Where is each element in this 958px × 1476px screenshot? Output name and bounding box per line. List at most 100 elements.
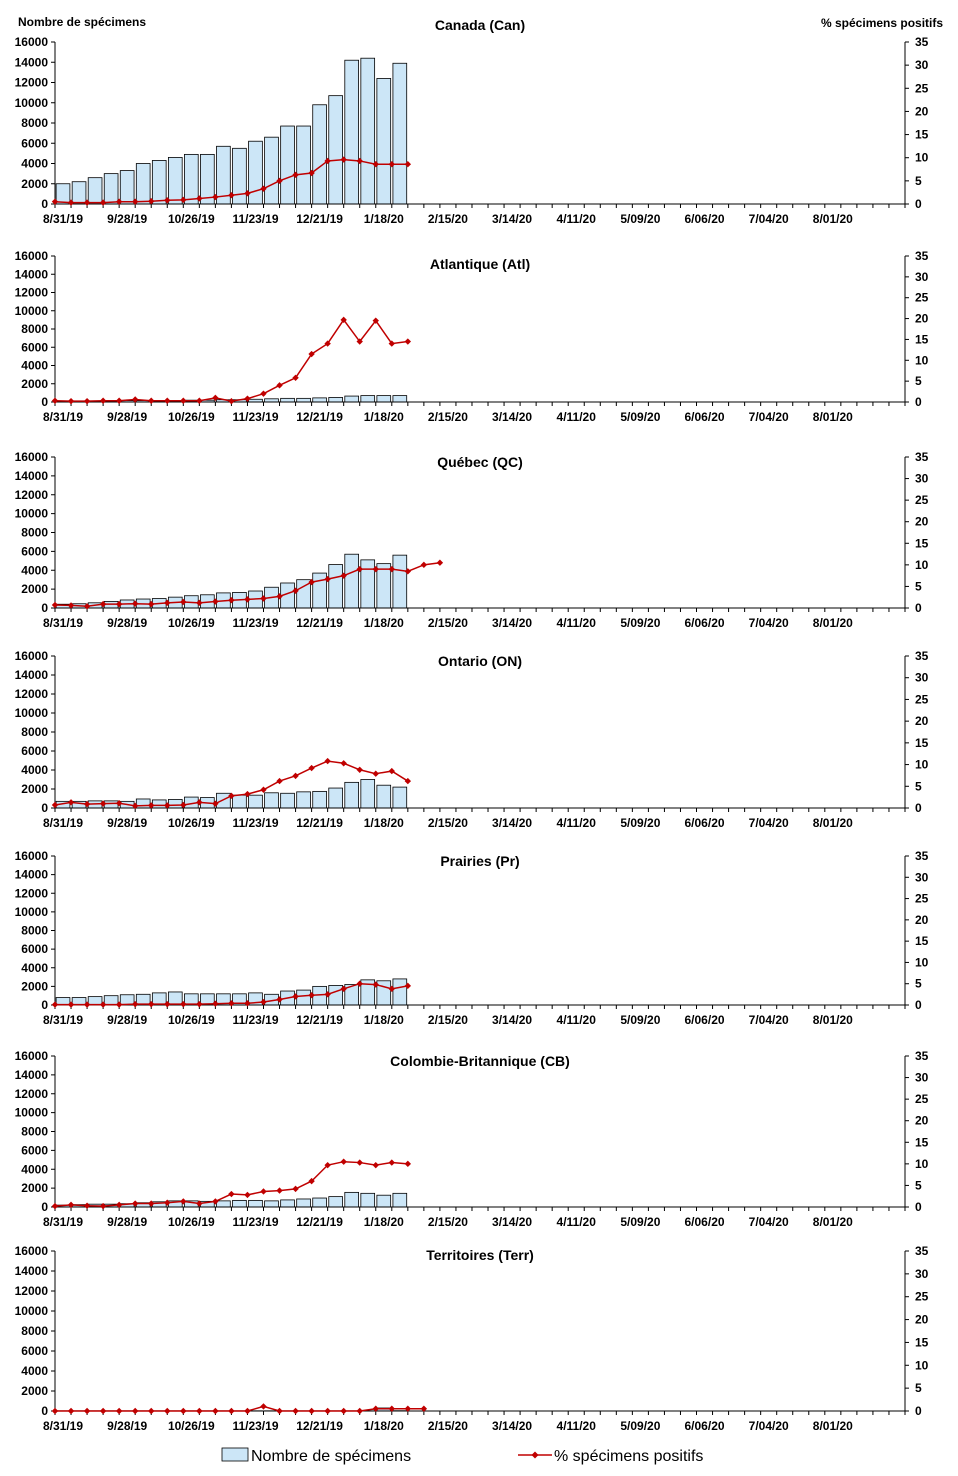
right-tick-label: 35 [915, 35, 929, 49]
percent-marker [292, 171, 299, 179]
left-tick-label: 12000 [15, 286, 49, 300]
percent-marker [292, 1407, 299, 1415]
left-tick-label: 8000 [21, 1125, 48, 1139]
x-tick-label: 5/09/20 [620, 816, 660, 830]
x-tick-label: 4/11/20 [557, 816, 597, 830]
right-tick-label: 25 [915, 1290, 929, 1304]
bar [184, 993, 199, 1006]
right-tick-label: 20 [915, 1114, 929, 1128]
right-tick-label: 10 [915, 353, 929, 367]
bar [280, 1199, 295, 1208]
percent-marker [340, 760, 347, 767]
percent-marker [260, 185, 267, 192]
bar [344, 1191, 359, 1208]
percent-marker [340, 985, 347, 993]
left-tick-label: 14000 [15, 469, 49, 483]
percent-marker [83, 1001, 91, 1008]
x-tick-label: 1/18/20 [364, 410, 404, 424]
x-tick-label: 11/23/19 [232, 816, 278, 830]
x-tick-label: 8/31/19 [43, 1013, 83, 1027]
x-tick-label: 8/31/19 [43, 1419, 83, 1433]
bar [87, 177, 103, 205]
left-tick-label: 16000 [15, 35, 49, 49]
bar [216, 1200, 231, 1208]
x-tick-label: 4/11/20 [557, 1419, 597, 1433]
percent-marker [356, 157, 363, 165]
right-tick-label: 20 [915, 913, 929, 927]
percent-marker [388, 565, 395, 573]
x-tick-label: 3/14/20 [492, 1419, 532, 1433]
bar [248, 794, 263, 809]
x-tick-label: 8/01/20 [813, 1215, 853, 1229]
percent-marker [212, 1000, 219, 1007]
x-tick-label: 5/09/20 [620, 410, 660, 424]
right-tick-label: 15 [915, 536, 929, 550]
right-tick-label: 10 [915, 151, 929, 165]
x-tick-label: 2/15/20 [428, 410, 468, 424]
left-tick-label: 0 [41, 1404, 48, 1418]
x-tick-label: 4/11/20 [557, 212, 597, 226]
percent-marker [388, 767, 395, 775]
bar [328, 95, 343, 205]
percent-marker [115, 1001, 123, 1008]
right-axis-title: % spécimens positifs [821, 16, 944, 30]
percent-marker [324, 1407, 331, 1415]
bar [392, 62, 408, 205]
x-tick-label: 8/31/19 [43, 1215, 83, 1229]
left-tick-label: 8000 [21, 322, 48, 336]
x-tick-label: 12/21/19 [296, 616, 343, 630]
x-tick-label: 3/14/20 [492, 1215, 532, 1229]
bar [151, 160, 167, 205]
x-tick-label: 3/14/20 [492, 410, 532, 424]
bar [296, 989, 311, 1006]
percent-marker [292, 374, 299, 382]
left-tick-label: 6000 [21, 340, 48, 354]
bar [376, 395, 392, 403]
x-tick-label: 7/04/20 [749, 410, 789, 424]
x-tick-label: 2/15/20 [428, 1215, 468, 1229]
x-tick-label: 9/28/19 [107, 1013, 147, 1027]
left-tick-label: 14000 [15, 1068, 49, 1082]
left-tick-label: 4000 [21, 359, 48, 373]
percent-marker [340, 316, 347, 324]
percent-marker [356, 338, 363, 345]
bar [360, 1192, 376, 1208]
x-tick-label: 1/18/20 [364, 1215, 404, 1229]
x-tick-label: 1/18/20 [364, 816, 404, 830]
percent-marker [131, 1000, 139, 1008]
bar [360, 779, 376, 809]
percent-marker [131, 1407, 139, 1415]
bar [119, 170, 135, 205]
bar [296, 397, 311, 403]
left-tick-label: 10000 [15, 905, 49, 919]
percent-marker [99, 397, 107, 404]
x-tick-label: 7/04/20 [749, 212, 789, 226]
left-tick-label: 10000 [15, 304, 49, 318]
x-tick-label: 6/06/20 [685, 616, 725, 630]
x-tick-label: 12/21/19 [296, 212, 343, 226]
percent-marker [180, 1198, 187, 1205]
percent-marker [228, 1000, 235, 1007]
percent-marker [388, 985, 395, 993]
left-tick-label: 14000 [15, 55, 49, 69]
x-tick-label: 2/15/20 [428, 212, 468, 226]
right-tick-label: 35 [915, 649, 929, 663]
x-tick-label: 5/09/20 [620, 1419, 660, 1433]
chart-title: Québec (QC) [437, 454, 523, 470]
percent-marker [388, 1159, 395, 1166]
right-tick-label: 35 [915, 450, 929, 464]
bar [376, 980, 392, 1006]
percent-marker [324, 340, 331, 347]
percent-marker [228, 597, 235, 604]
percent-marker [115, 397, 123, 404]
percent-marker [260, 595, 267, 602]
left-tick-label: 8000 [21, 116, 48, 130]
left-tick-label: 16000 [15, 649, 49, 663]
x-tick-label: 12/21/19 [296, 1215, 343, 1229]
x-tick-label: 8/01/20 [813, 1419, 853, 1433]
bar [392, 554, 408, 609]
bar [232, 794, 247, 809]
x-tick-label: 4/11/20 [557, 1013, 597, 1027]
right-tick-label: 10 [915, 1358, 929, 1372]
bar [135, 993, 151, 1006]
